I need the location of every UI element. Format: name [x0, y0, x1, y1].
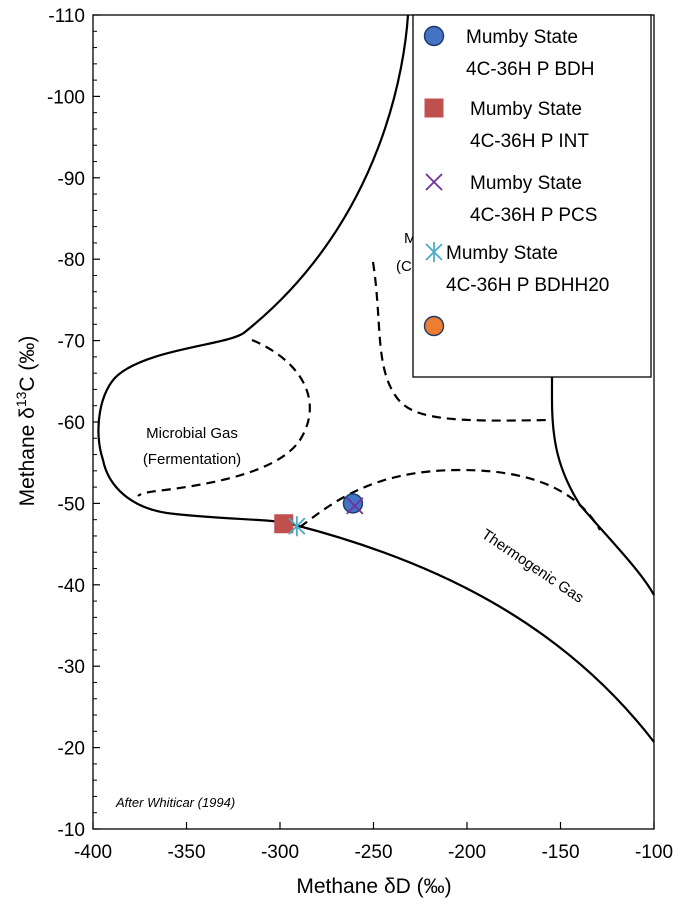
y-tick-label: -80 [58, 250, 85, 271]
legend-label-4: Mumby State [446, 243, 558, 264]
data-points [274, 493, 364, 537]
legend: Mumby State 4C-36H P BDH Mumby State 4C-36H… [412, 14, 652, 378]
region-boundaries [97, 14, 655, 743]
microbial-co2-divider [371, 261, 549, 422]
legend-entries: Mumby State 4C-36H P BDH Mumby State 4C-36H… [423, 25, 609, 337]
x-axis: -400 -350 -300 -250 -200 -150 -100 [74, 822, 673, 863]
thermogenic-divider [299, 468, 601, 531]
legend-label-3: 4C-36H P PCS [470, 205, 597, 226]
fermentation-divider [137, 338, 311, 497]
legend-label-2: 4C-36H P INT [470, 131, 589, 152]
outer-boundary-left [97, 14, 655, 743]
y-title-suffix: C (‰) [16, 336, 39, 392]
axis-titles: Methane δD (‰) Methane δ13C (‰) [13, 336, 452, 898]
legend-marker-2 [424, 98, 444, 118]
y-tick-label: -50 [58, 494, 85, 515]
y-tick-label: -100 [47, 87, 85, 108]
legend-label-2: Mumby State [470, 99, 582, 120]
y-tick-label: -110 [48, 6, 85, 27]
x-tick-label: -200 [448, 842, 486, 863]
legend-box [412, 14, 652, 378]
thermogenic-label: Thermogenic Gas [478, 526, 586, 607]
credit-label: After Whiticar (1994) [115, 795, 235, 810]
legend-marker-3 [425, 173, 443, 191]
legend-label-3: Mumby State [470, 173, 582, 194]
x-title-prefix: Methane [296, 875, 384, 898]
x-tick-label: -350 [167, 842, 205, 863]
data-point-series-3 [346, 497, 364, 515]
hidden-region-label-fragment-2: (C [396, 258, 412, 275]
data-point-series-2 [274, 514, 294, 534]
microbial-fermentation-label-2: (Fermentation) [143, 451, 241, 468]
x-tick-label: -100 [635, 842, 673, 863]
data-point-series-4 [288, 516, 306, 537]
x-title-unit: (‰) [411, 875, 452, 898]
legend-marker-4 [425, 242, 443, 262]
y-tick-label: -70 [58, 332, 85, 353]
microbial-fermentation-label-1: Microbial Gas [146, 425, 238, 442]
y-tick-label: -90 [58, 169, 85, 190]
y-axis: -110 -100 -90 -80 -70 -60 -50 -40 -30 -20 -10 [47, 6, 100, 841]
x-tick-label: -250 [354, 842, 392, 863]
x-axis-title: Methane δD (‰) [296, 875, 451, 898]
x-title-symbol: δD [384, 875, 411, 898]
legend-marker-5 [423, 315, 445, 337]
legend-label-1: Mumby State [466, 27, 578, 48]
y-title-symbol: δ [16, 407, 39, 419]
x-tick-label: -300 [261, 842, 299, 863]
legend-marker-1 [423, 25, 445, 47]
y-title-prefix: Methane [16, 419, 39, 507]
legend-label-4: 4C-36H P BDHH20 [446, 275, 609, 296]
y-axis-title: Methane δ13C (‰) [13, 336, 39, 507]
y-tick-label: -30 [58, 657, 85, 678]
y-title-superscript: 13 [13, 391, 29, 407]
y-tick-label: -10 [58, 820, 85, 841]
y-tick-label: -20 [58, 739, 85, 760]
y-tick-label: -60 [58, 413, 85, 434]
y-tick-label: -40 [58, 576, 85, 597]
legend-label-1: 4C-36H P BDH [466, 59, 594, 80]
x-tick-label: -400 [74, 842, 112, 863]
x-tick-label: -150 [541, 842, 579, 863]
